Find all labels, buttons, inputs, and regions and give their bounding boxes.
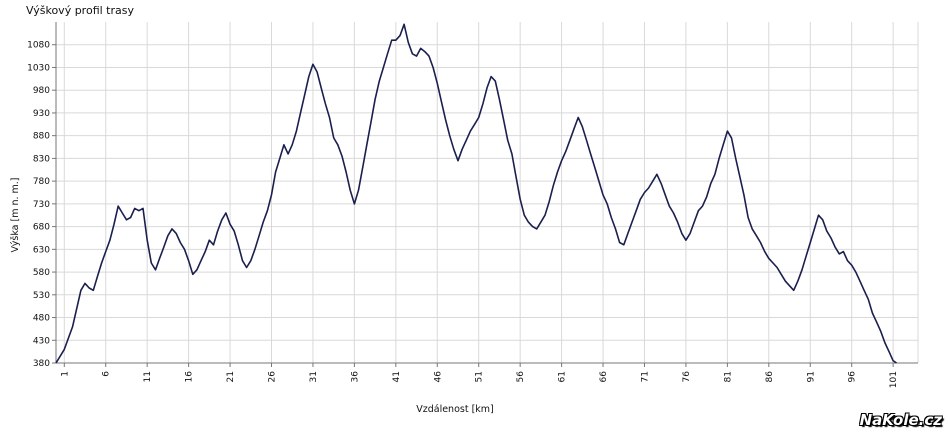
grid	[56, 22, 919, 364]
y-tick-label: 980	[33, 86, 50, 96]
x-tick-label: 66	[599, 371, 609, 383]
x-tick-label: 96	[848, 371, 858, 383]
y-axis-label: Výška [m n. m.]	[10, 177, 21, 252]
y-tick-label: 930	[33, 109, 50, 119]
x-tick-label: 16	[185, 371, 195, 383]
x-tick-label: 86	[765, 371, 775, 383]
x-tick-label: 41	[392, 371, 402, 382]
x-tick-label: 56	[516, 371, 526, 383]
site-watermark-logo: NaKole.cz	[859, 411, 942, 429]
y-tick-label: 880	[33, 132, 50, 142]
x-tick-label: 26	[268, 371, 278, 383]
x-tick-label: 81	[723, 371, 733, 382]
y-tick-label: 680	[33, 223, 50, 233]
y-tick-labels: 380 430 480 530 580 630 680 730 780 830 880 930 980 1…	[27, 41, 50, 369]
x-tick-label: 36	[350, 371, 360, 383]
x-tick-labels: 1 6 11 16 21 26 31 36 41 46 51 56 61 66 71 76 81 86 91 96 10…	[60, 371, 899, 388]
y-tick-label: 630	[33, 245, 50, 255]
y-tick-label: 730	[33, 200, 50, 210]
x-tick-label: 11	[143, 371, 153, 382]
x-tick-label: 46	[433, 371, 443, 383]
x-tick-label: 61	[558, 371, 568, 382]
x-tick-label: 1	[60, 371, 70, 377]
y-tick-label: 380	[33, 359, 50, 369]
y-tick-label: 480	[33, 314, 50, 324]
y-tick-label: 1030	[27, 63, 50, 73]
x-tick-label: 6	[102, 371, 112, 377]
y-tick-label: 780	[33, 177, 50, 187]
x-tick-label: 21	[226, 371, 236, 382]
x-tick-label: 51	[475, 371, 485, 382]
x-axis-label: Vzdálenost [km]	[416, 404, 494, 415]
y-tick-label: 1080	[27, 41, 50, 51]
axes	[52, 22, 918, 367]
y-tick-label: 580	[33, 268, 50, 278]
x-tick-label: 71	[640, 371, 650, 382]
y-tick-label: 430	[33, 336, 50, 346]
x-tick-label: 76	[682, 371, 692, 383]
x-tick-label: 101	[889, 371, 899, 388]
x-tick-label: 31	[309, 371, 319, 382]
y-tick-label: 830	[33, 154, 50, 164]
y-tick-label: 530	[33, 291, 50, 301]
elevation-line	[55, 23, 897, 364]
x-tick-label: 91	[806, 371, 816, 382]
chart-title: Výškový profil trasy	[26, 4, 134, 17]
